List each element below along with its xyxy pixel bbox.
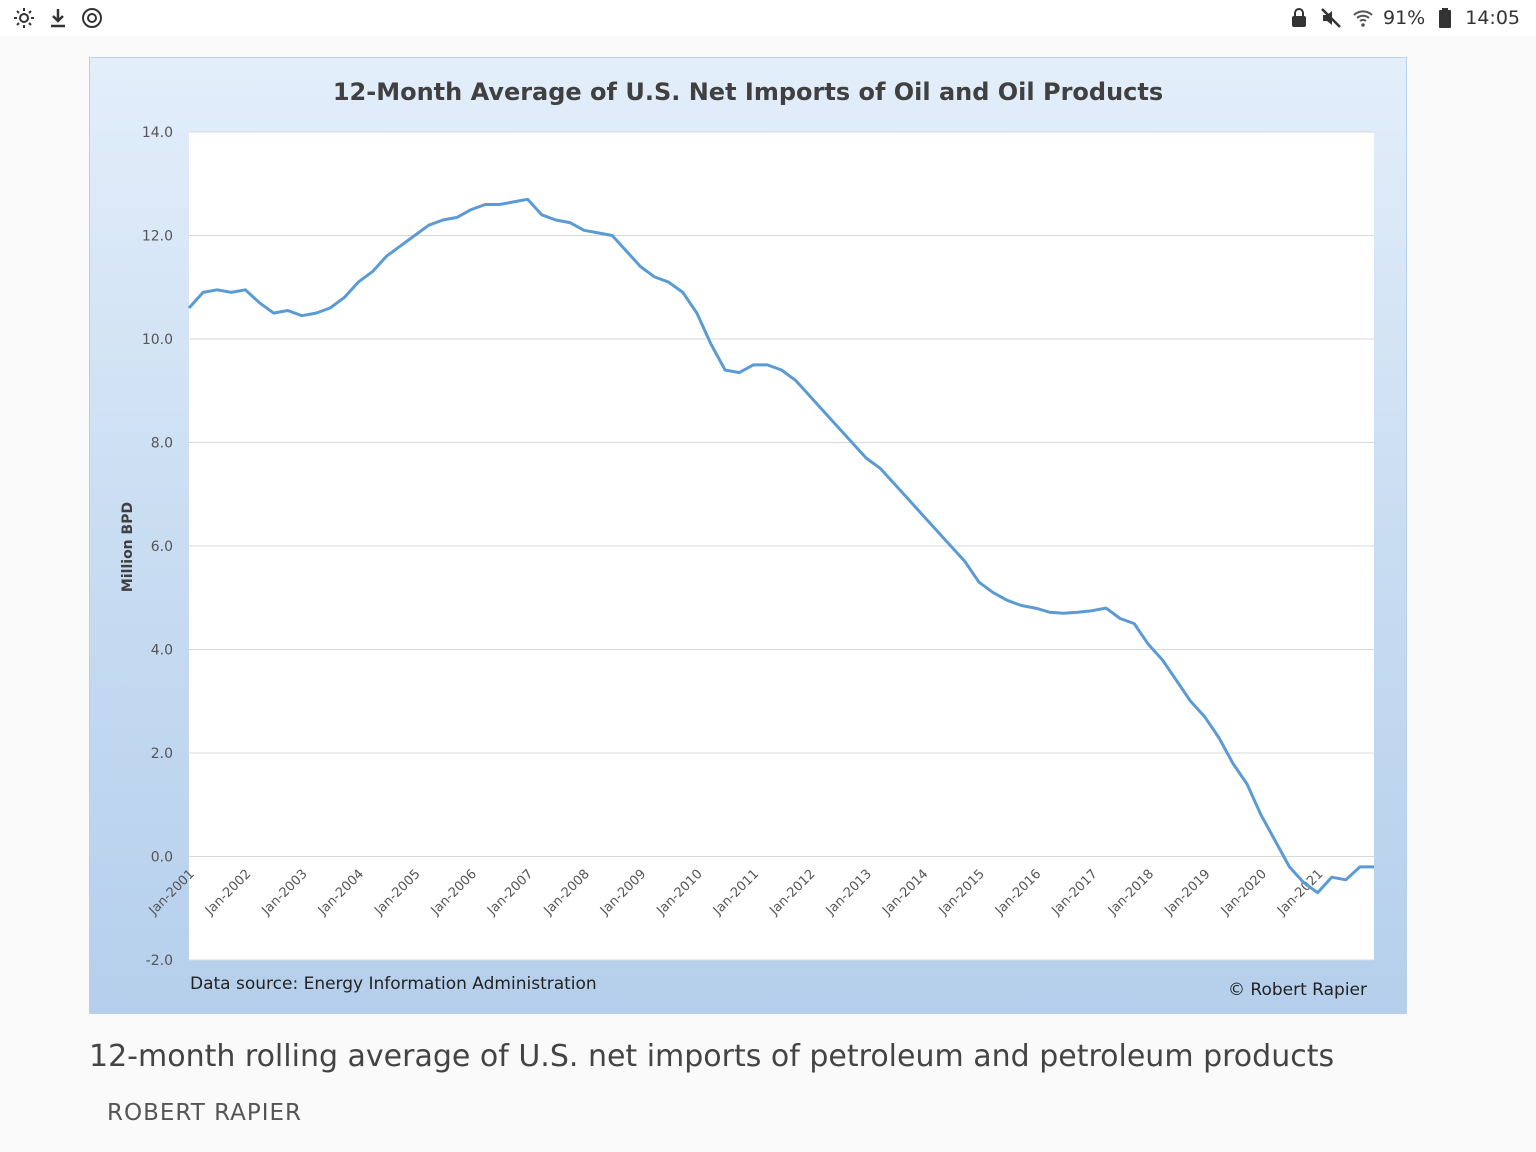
y-tick-label: 8.0	[151, 436, 173, 452]
mute-icon	[1319, 6, 1343, 30]
figure-caption: 12-month rolling average of U.S. net imp…	[89, 1030, 1339, 1140]
sync-icon	[80, 6, 104, 30]
y-tick-label: 12.0	[142, 229, 173, 245]
y-tick-label: 2.0	[151, 746, 173, 762]
lock-icon	[1287, 6, 1311, 30]
status-bar-left	[12, 6, 104, 30]
status-bar: 91% 14:05	[0, 0, 1536, 36]
y-tick-label: 4.0	[151, 643, 173, 659]
clock: 14:05	[1465, 7, 1520, 29]
y-tick-label: 6.0	[151, 539, 173, 555]
copyright-note: © Robert Rapier	[1228, 980, 1367, 1000]
wifi-icon	[1351, 6, 1375, 30]
status-bar-right: 91% 14:05	[1287, 6, 1520, 30]
y-tick-label: 10.0	[142, 332, 173, 348]
chart-title: 12-Month Average of U.S. Net Imports of …	[333, 78, 1163, 106]
battery-icon	[1433, 6, 1457, 30]
battery-percent: 91%	[1383, 7, 1426, 29]
y-tick-label: 14.0	[142, 125, 173, 141]
caption-text: 12-month rolling average of U.S. net imp…	[89, 1039, 1335, 1074]
brightness-icon	[12, 6, 36, 30]
y-tick-label: 0.0	[151, 850, 173, 866]
series-line	[187, 197, 1374, 895]
data-source-note: Data source: Energy Information Administ…	[190, 974, 597, 994]
y-axis-label: Million BPD	[120, 502, 136, 592]
line-chart: 14.012.010.08.06.04.02.00.0-2.0 Jan-2001…	[120, 78, 1374, 1000]
caption-credit: ROBERT RAPIER	[107, 1100, 303, 1126]
download-icon	[46, 6, 70, 30]
chart-figure: 14.0 12.0 10.0 8.0 6.0 4.0 2.0 0.0 -2.0 Jan-2001…	[89, 57, 1407, 1014]
y-tick-label: -2.0	[146, 953, 173, 969]
